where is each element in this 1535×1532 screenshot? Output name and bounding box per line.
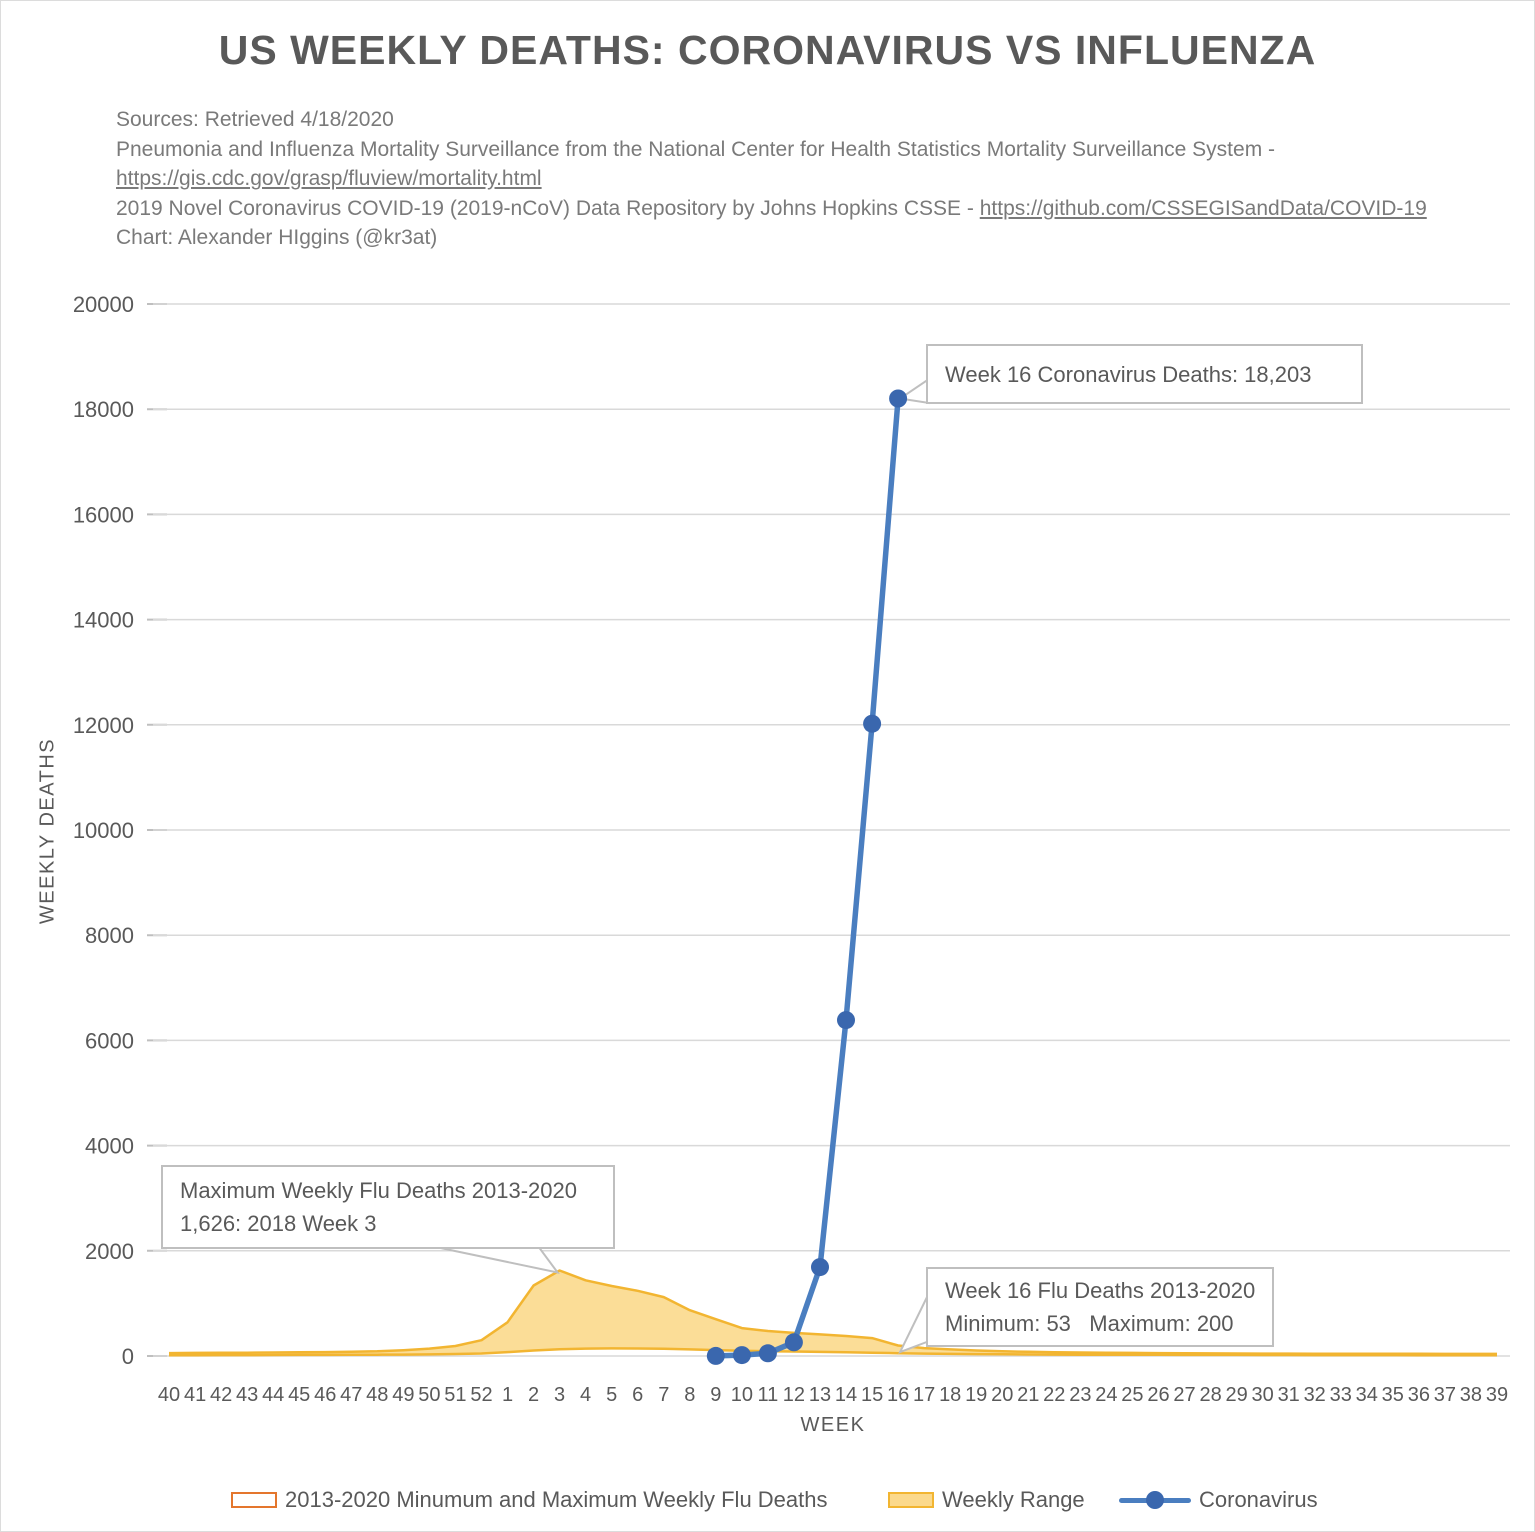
svg-text:38: 38 — [1460, 1384, 1482, 1406]
chart-author: Chart: Alexander HIggins (@kr3at) — [116, 226, 438, 249]
svg-text:2000: 2000 — [85, 1239, 134, 1264]
svg-text:27: 27 — [1173, 1384, 1195, 1406]
svg-text:33: 33 — [1330, 1384, 1352, 1406]
svg-text:6: 6 — [632, 1384, 643, 1406]
svg-text:10000: 10000 — [73, 818, 134, 843]
y-axis-title: WEEKLY DEATHS — [36, 737, 59, 925]
sources-block: Sources: Retrieved 4/18/2020 Pneumonia a… — [116, 105, 1427, 253]
svg-text:17: 17 — [913, 1384, 935, 1406]
sources-retrieved: Sources: Retrieved 4/18/2020 — [116, 108, 394, 131]
svg-text:49: 49 — [392, 1384, 414, 1406]
svg-text:2: 2 — [528, 1384, 539, 1406]
cdc-mortality-link[interactable]: https://gis.cdc.gov/grasp/fluview/mortal… — [116, 167, 542, 190]
svg-text:26: 26 — [1147, 1384, 1169, 1406]
svg-text:20: 20 — [991, 1384, 1013, 1406]
svg-text:42: 42 — [210, 1384, 232, 1406]
legend-item-flu-minmax: 2013-2020 Minumum and Maximum Weekly Flu… — [231, 1483, 828, 1517]
sources-pneumonia-text: Pneumonia and Influenza Mortality Survei… — [116, 137, 1276, 161]
svg-text:11: 11 — [758, 1384, 779, 1406]
svg-text:8000: 8000 — [85, 923, 134, 948]
svg-text:23: 23 — [1069, 1384, 1091, 1406]
chart-legend: 2013-2020 Minumum and Maximum Weekly Flu… — [1, 1483, 1534, 1517]
svg-text:36: 36 — [1408, 1384, 1430, 1406]
legend-label-flu-minmax: 2013-2020 Minumum and Maximum Weekly Flu… — [285, 1487, 828, 1512]
sources-covid-repo-text: 2019 Novel Coronavirus COVID-19 (2019-nC… — [116, 196, 980, 220]
svg-text:20000: 20000 — [73, 292, 134, 317]
svg-text:34: 34 — [1356, 1384, 1378, 1406]
svg-text:18: 18 — [939, 1384, 961, 1406]
svg-text:51: 51 — [444, 1384, 466, 1406]
github-covid-link[interactable]: https://github.com/CSSEGISandData/COVID-… — [979, 196, 1427, 220]
svg-text:43: 43 — [236, 1384, 258, 1406]
svg-text:35: 35 — [1382, 1384, 1404, 1406]
svg-text:28: 28 — [1199, 1384, 1221, 1406]
svg-text:9: 9 — [710, 1384, 721, 1406]
svg-text:6000: 6000 — [85, 1028, 134, 1053]
legend-item-weekly-range: Weekly Range — [888, 1483, 1085, 1517]
svg-text:52: 52 — [470, 1384, 492, 1406]
svg-text:46: 46 — [314, 1384, 336, 1406]
svg-text:18000: 18000 — [73, 397, 134, 422]
callout-flu-maximum: Maximum Weekly Flu Deaths 2013-2020 1,62… — [161, 1165, 615, 1249]
legend-label-coronavirus: Coronavirus — [1199, 1487, 1318, 1512]
svg-text:16: 16 — [887, 1384, 909, 1406]
svg-text:5: 5 — [606, 1384, 617, 1406]
svg-text:45: 45 — [288, 1384, 310, 1406]
legend-label-weekly-range: Weekly Range — [942, 1487, 1085, 1512]
svg-text:12: 12 — [783, 1384, 805, 1406]
callout-flu-week16-line2: Minimum: 53 Maximum: 200 — [945, 1311, 1234, 1336]
svg-text:14: 14 — [835, 1384, 857, 1406]
svg-text:12000: 12000 — [73, 713, 134, 738]
svg-text:32: 32 — [1304, 1384, 1326, 1406]
weekly-range-swatch-icon — [888, 1492, 934, 1508]
svg-text:13: 13 — [809, 1384, 831, 1406]
svg-text:7: 7 — [658, 1384, 669, 1406]
svg-text:31: 31 — [1278, 1384, 1300, 1406]
svg-text:41: 41 — [184, 1384, 206, 1406]
coronavirus-line-marker-icon — [1119, 1491, 1191, 1509]
svg-text:25: 25 — [1121, 1384, 1143, 1406]
flu-minmax-swatch-icon — [231, 1492, 277, 1508]
svg-text:22: 22 — [1043, 1384, 1065, 1406]
callout-coronavirus-week16: Week 16 Coronavirus Deaths: 18,203 — [926, 344, 1363, 404]
svg-text:37: 37 — [1434, 1384, 1456, 1406]
callout-flu-week16-line1: Week 16 Flu Deaths 2013-2020 — [945, 1278, 1256, 1303]
svg-text:50: 50 — [418, 1384, 440, 1406]
svg-text:14000: 14000 — [73, 608, 134, 633]
svg-text:40: 40 — [158, 1384, 180, 1406]
callout-coronavirus-week16-text: Week 16 Coronavirus Deaths: 18,203 — [945, 361, 1312, 387]
callout-flu-maximum-line2: 1,626: 2018 Week 3 — [180, 1211, 377, 1236]
legend-item-coronavirus: Coronavirus — [1119, 1483, 1318, 1517]
svg-text:24: 24 — [1095, 1384, 1117, 1406]
svg-text:15: 15 — [861, 1384, 883, 1406]
svg-text:48: 48 — [366, 1384, 388, 1406]
callout-flu-week16: Week 16 Flu Deaths 2013-2020 Minimum: 53… — [926, 1267, 1274, 1347]
svg-text:0: 0 — [122, 1344, 134, 1369]
callout-flu-maximum-line1: Maximum Weekly Flu Deaths 2013-2020 — [180, 1178, 577, 1203]
svg-text:47: 47 — [340, 1384, 362, 1406]
svg-text:39: 39 — [1486, 1384, 1508, 1406]
svg-text:10: 10 — [731, 1384, 753, 1406]
svg-text:30: 30 — [1251, 1384, 1273, 1406]
svg-text:8: 8 — [684, 1384, 695, 1406]
svg-text:1: 1 — [502, 1384, 513, 1406]
svg-text:4: 4 — [580, 1384, 591, 1406]
svg-text:44: 44 — [262, 1384, 284, 1406]
page-title: US WEEKLY DEATHS: CORONAVIRUS VS INFLUEN… — [218, 27, 1317, 73]
svg-text:3: 3 — [554, 1384, 565, 1406]
svg-text:19: 19 — [965, 1384, 987, 1406]
x-axis-title: WEEK — [800, 1414, 866, 1436]
svg-text:29: 29 — [1225, 1384, 1247, 1406]
svg-text:4000: 4000 — [85, 1134, 134, 1159]
svg-text:21: 21 — [1017, 1384, 1039, 1406]
svg-text:16000: 16000 — [73, 502, 134, 527]
